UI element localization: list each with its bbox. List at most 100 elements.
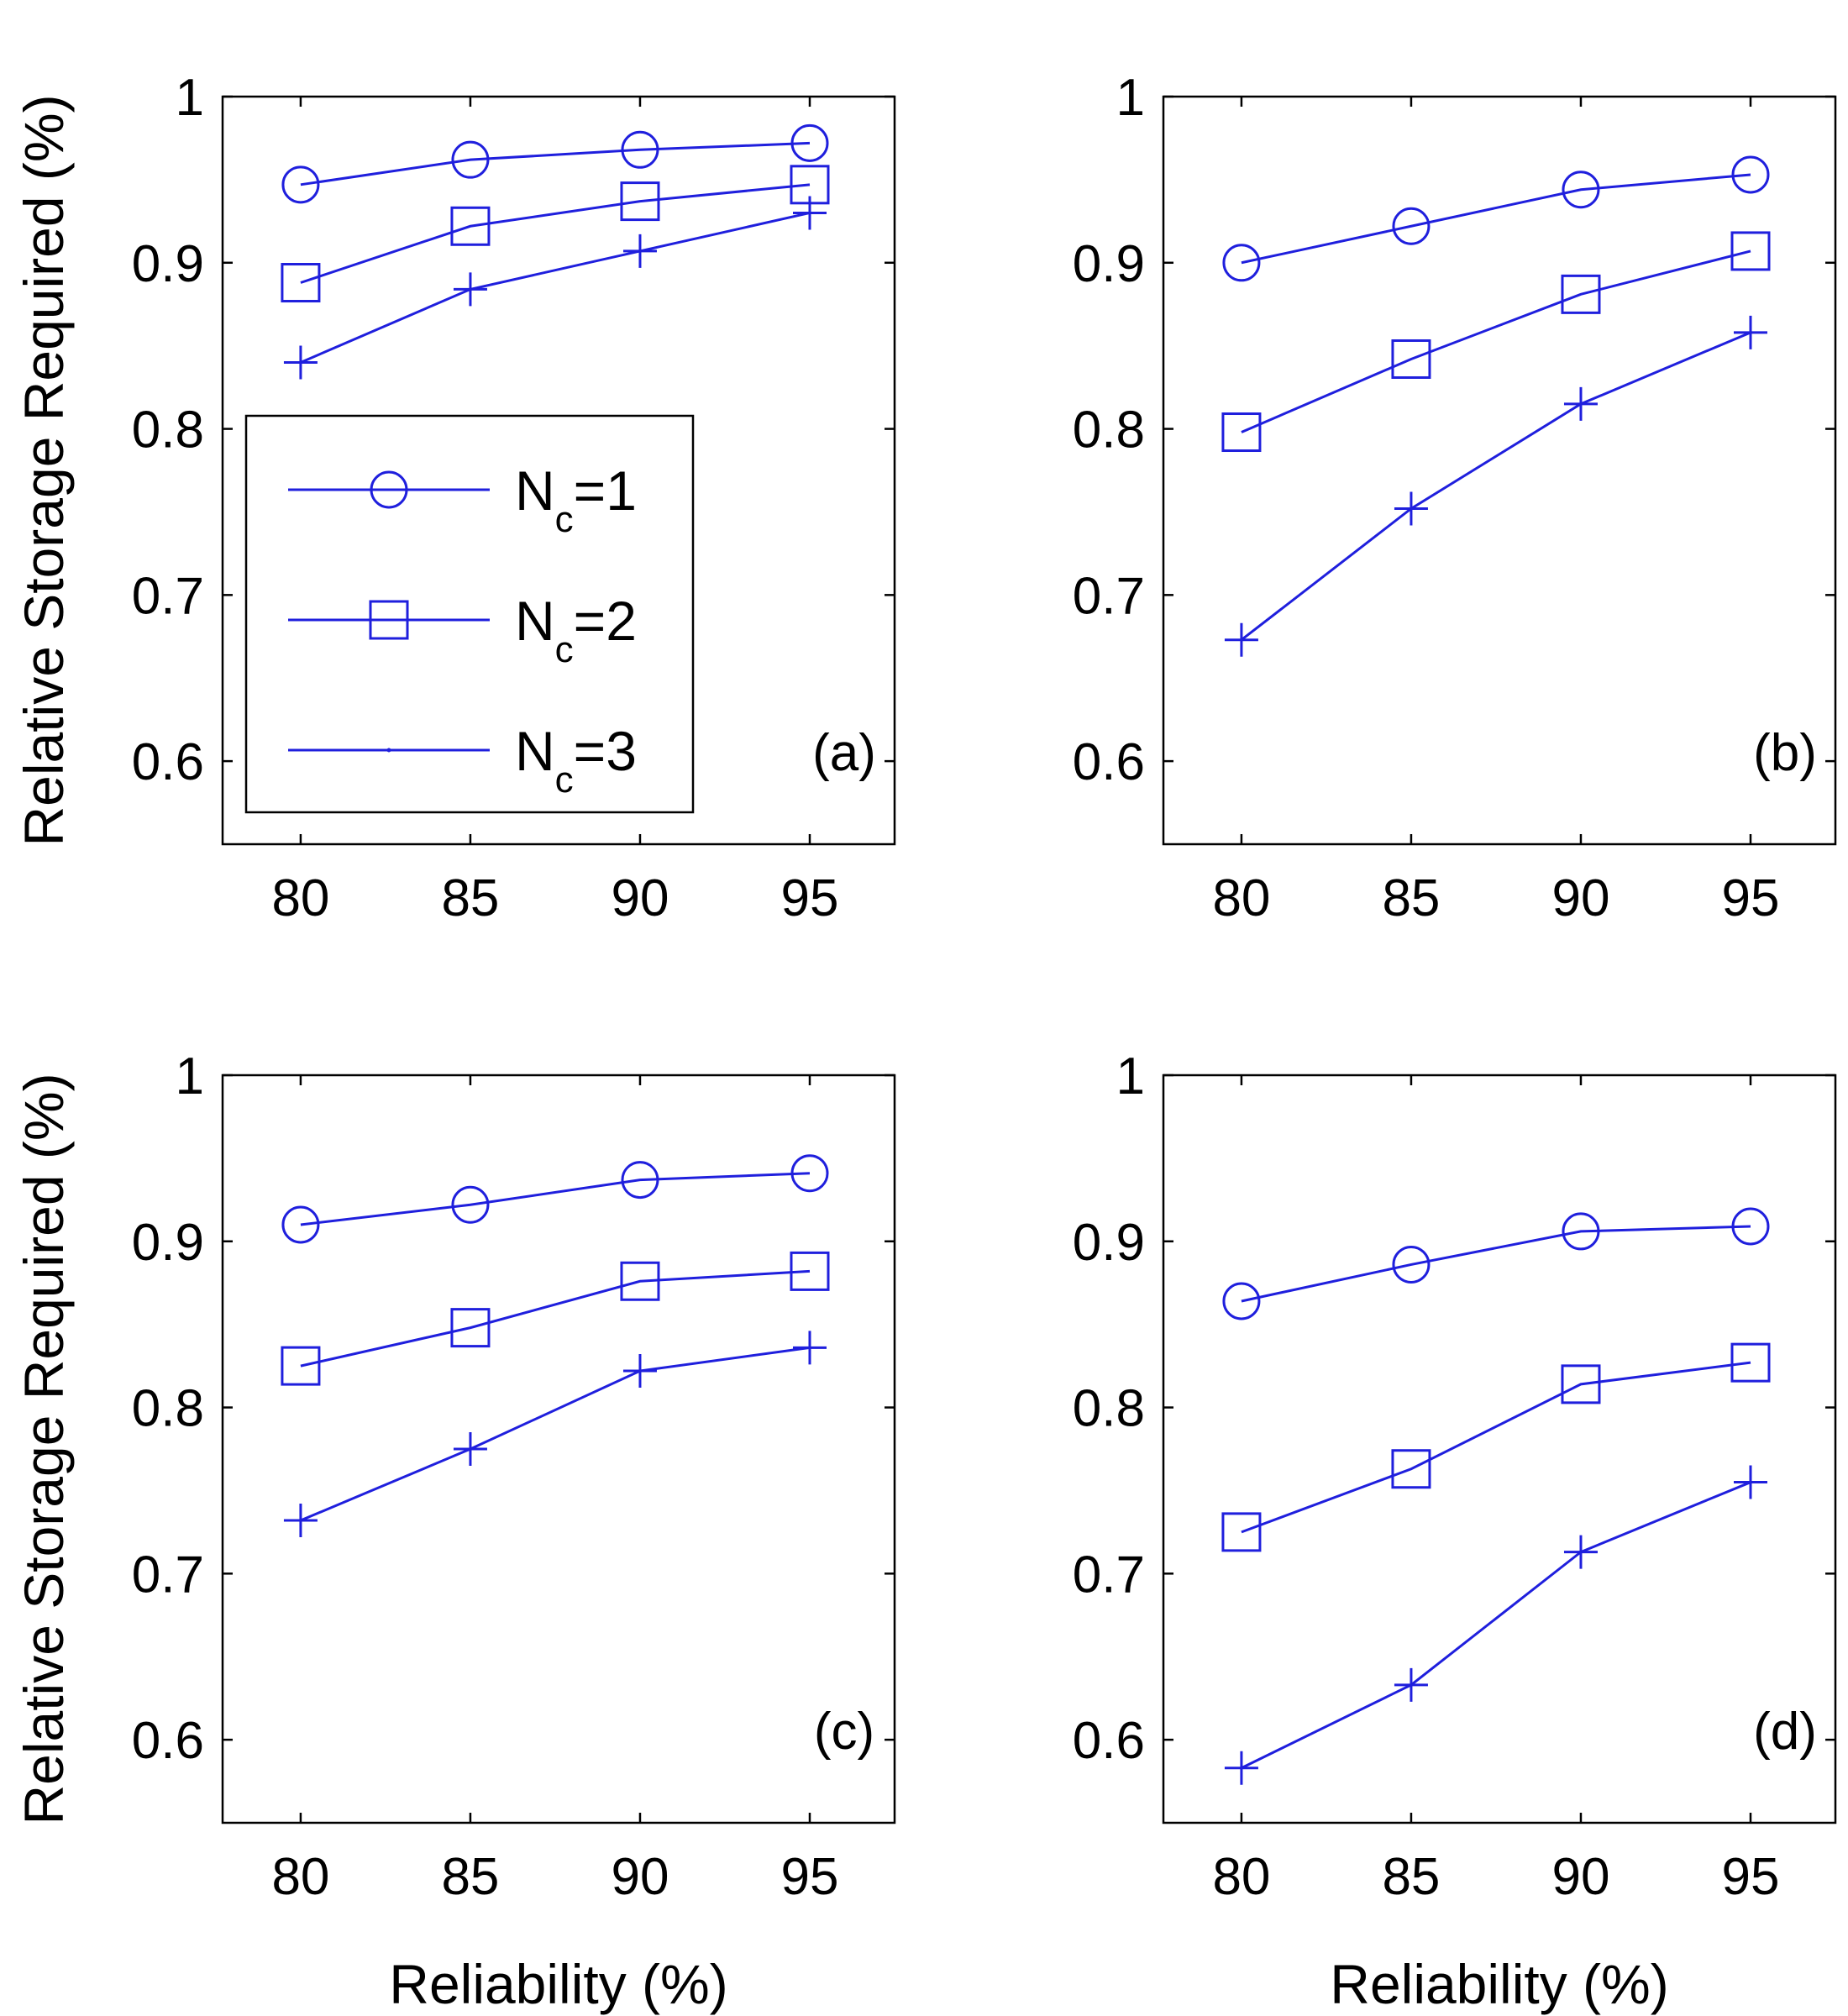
y-tick-label: 0.8	[132, 1380, 204, 1438]
data-point-square	[1730, 1342, 1771, 1383]
data-point-plus	[283, 1504, 318, 1538]
legend: Nc=1Nc=2Nc=3	[244, 414, 695, 814]
legend-label-main: N	[515, 720, 555, 782]
legend-label: Nc=2	[515, 590, 637, 670]
data-point-circle	[1392, 1245, 1431, 1284]
panel-label: (c)	[814, 1703, 874, 1761]
data-point-plus	[453, 1432, 487, 1466]
series-nc3	[1224, 315, 1767, 657]
series-line	[300, 211, 811, 364]
x-tick-label: 95	[1722, 869, 1780, 927]
x-tick-label: 80	[271, 869, 329, 927]
data-point-square	[1391, 339, 1431, 379]
legend-label: Nc=1	[515, 459, 637, 540]
x-tick-label: 85	[441, 869, 499, 927]
series-line	[1241, 1481, 1751, 1770]
data-point-plus	[1394, 1667, 1428, 1702]
x-tick-label: 90	[1551, 869, 1609, 927]
data-point-square	[620, 181, 660, 222]
data-point-square	[1730, 231, 1771, 271]
y-tick-label: 0.8	[132, 402, 204, 459]
x-tick-label: 80	[1212, 1848, 1270, 1906]
plot-frame	[1162, 95, 1837, 846]
x-tick-label: 85	[441, 1848, 499, 1906]
y-tick-label: 1	[176, 1047, 204, 1105]
data-point-circle	[790, 123, 829, 162]
data-point-circle	[1562, 171, 1600, 209]
data-point-circle	[1222, 244, 1261, 282]
legend-label-main: N	[515, 590, 555, 652]
x-tick-label: 90	[611, 869, 669, 927]
y-axis-title: Relative Storage Required (%)	[13, 94, 75, 846]
data-point-square	[620, 1261, 660, 1301]
series-line	[300, 183, 811, 284]
x-tick-label: 85	[1382, 1848, 1440, 1906]
data-point-plus	[1224, 622, 1258, 657]
y-tick-label: 0.7	[1073, 1546, 1145, 1604]
legend-label-suffix: =3	[574, 720, 637, 782]
data-point-square	[281, 1346, 321, 1386]
y-tick-label: 1	[1116, 69, 1145, 127]
series-line	[1241, 1225, 1751, 1303]
legend-label-sub: c	[555, 499, 574, 540]
y-tick-label: 0.9	[1073, 235, 1145, 293]
x-tick-label: 95	[781, 869, 839, 927]
series-nc1	[281, 1154, 829, 1244]
series-nc2	[281, 1251, 830, 1386]
data-point-square	[450, 206, 491, 246]
legend-label-main: N	[515, 459, 555, 522]
chart-panel-c: 0.6 0.7 0.8 0.9 1 80 85 90 95 Relative Storage Re…	[13, 1047, 896, 2015]
data-point-square	[1221, 412, 1262, 453]
data-point-plus	[1394, 491, 1428, 526]
series-nc3	[283, 1331, 827, 1538]
data-point-plus	[1563, 1535, 1598, 1569]
legend-marker-circle	[370, 470, 408, 509]
y-tick-label: 0.8	[1073, 402, 1145, 459]
series-line	[1241, 1361, 1751, 1534]
data-point-square	[1561, 274, 1601, 314]
data-point-plus	[792, 1331, 827, 1365]
legend-label-suffix: =1	[574, 459, 637, 522]
y-tick-label: 0.9	[132, 1214, 204, 1272]
y-tick-label: 0.7	[132, 567, 204, 625]
series-line	[1241, 331, 1751, 641]
data-point-circle	[1731, 1207, 1770, 1246]
y-tick-label: 0.9	[1073, 1214, 1145, 1272]
legend-marker-point	[386, 748, 391, 753]
data-point-circle	[281, 1205, 320, 1244]
legend-label-suffix: =2	[574, 590, 637, 652]
data-point-circle	[621, 1161, 659, 1200]
y-tick-label: 0.6	[132, 1712, 204, 1770]
data-point-plus	[792, 196, 827, 230]
data-point-circle	[1562, 1212, 1600, 1251]
x-tick-label: 95	[1722, 1848, 1780, 1906]
x-axis-title: Reliability (%)	[389, 1953, 727, 2015]
legend-label: Nc=3	[515, 720, 637, 801]
x-axis-title: Reliability (%)	[1330, 1953, 1668, 2015]
series-line	[1241, 173, 1751, 265]
y-tick-label: 0.9	[132, 235, 204, 293]
series-line	[300, 141, 811, 186]
data-point-plus	[1563, 386, 1598, 421]
legend-entry: Nc=2	[288, 590, 637, 670]
series-nc2	[281, 165, 830, 303]
y-tick-label: 1	[176, 69, 204, 127]
plot-frame	[221, 95, 896, 846]
data-point-plus	[453, 272, 487, 307]
data-point-circle	[1731, 155, 1770, 194]
x-tick-label: 80	[1212, 869, 1270, 927]
data-point-square	[1391, 1449, 1431, 1489]
y-tick-label: 0.7	[132, 1546, 204, 1604]
y-tick-label: 0.8	[1073, 1380, 1145, 1438]
data-point-circle	[1222, 1282, 1261, 1320]
data-point-plus	[283, 345, 318, 380]
data-point-circle	[451, 1185, 490, 1224]
data-point-square	[450, 1308, 491, 1348]
legend-entry: Nc=3	[288, 720, 637, 801]
data-point-plus	[622, 234, 657, 268]
x-tick-label: 90	[1551, 1848, 1609, 1906]
panel-label: (b)	[1753, 724, 1817, 782]
legend-entry: Nc=1	[288, 459, 637, 540]
y-tick-label: 0.6	[1073, 1712, 1145, 1770]
